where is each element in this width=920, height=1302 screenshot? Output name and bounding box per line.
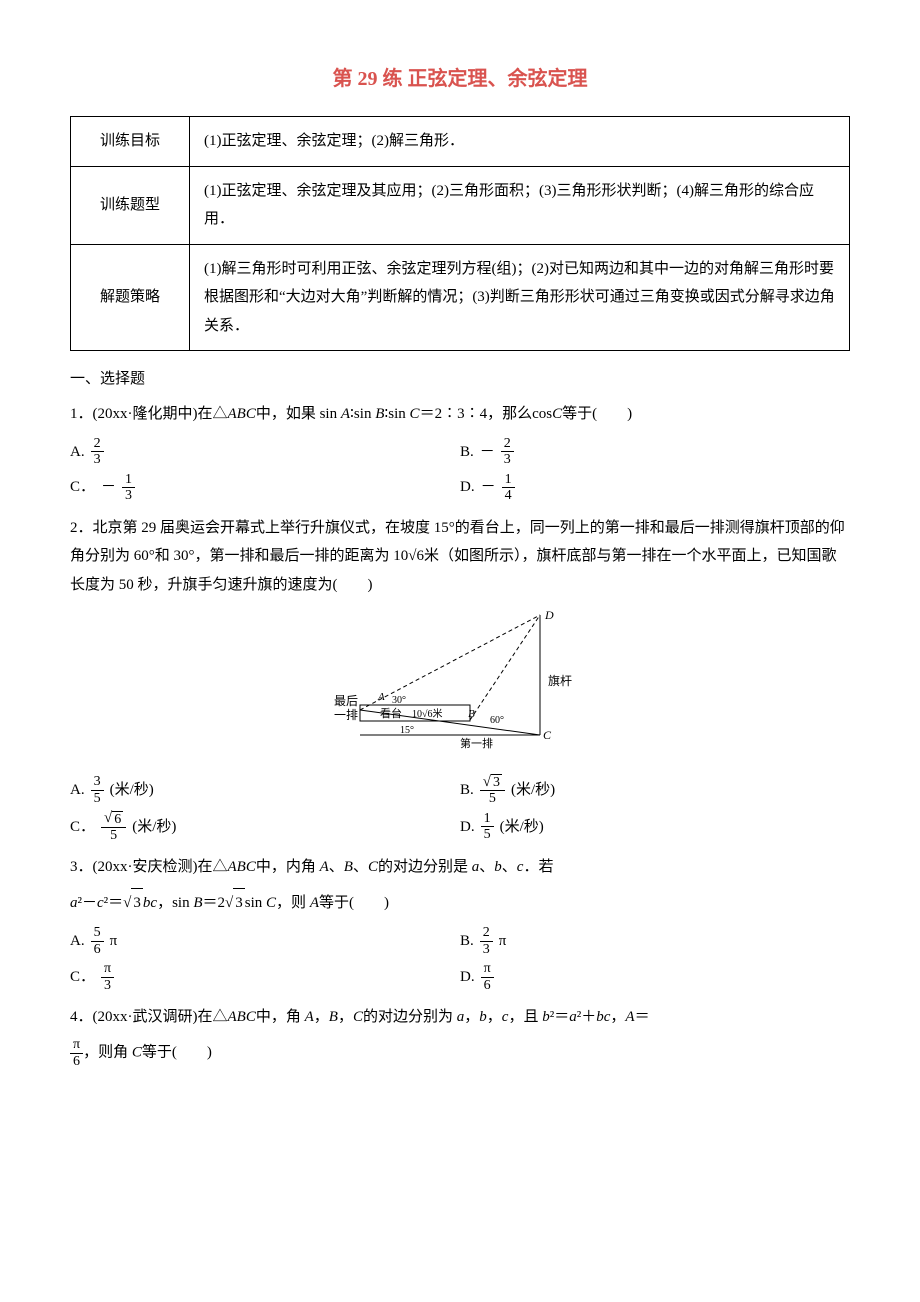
option-b: B. 23 π [460,925,850,957]
row-label: 训练题型 [71,166,190,244]
svg-text:A: A [377,691,385,703]
question-1: 1．(20xx·隆化期中)在△ABC中，如果 sin A∶sin B∶sin C… [70,400,850,429]
options-q2: A. 35 (米/秒) B. √35 (米/秒) C． √65 (米/秒) D.… [70,772,850,846]
table-row: 训练题型 (1)正弦定理、余弦定理及其应用；(2)三角形面积；(3)三角形形状判… [71,166,850,244]
option-a: A. 56 π [70,925,460,957]
row-text: (1)正弦定理、余弦定理及其应用；(2)三角形面积；(3)三角形形状判断；(4)… [190,166,850,244]
svg-text:30°: 30° [392,695,406,706]
question-3: 3．(20xx·安庆检测)在△ABC中，内角 A、B、C的对边分别是 a、b、c… [70,853,850,882]
svg-text:15°: 15° [400,725,414,736]
flag-diagram: D 旗杆 最后 一排 A 30° 看台 10√6米 B 60° 15° 第一排 … [70,605,850,766]
option-d: D. 15 (米/秒) [460,810,850,843]
question-4: 4．(20xx·武汉调研)在△ABC中，角 A，B，C的对边分别为 a，b，c，… [70,1003,850,1032]
svg-text:60°: 60° [490,715,504,726]
page-title: 第 29 练 正弦定理、余弦定理 [70,60,850,98]
svg-text:D: D [544,608,554,622]
table-row: 解题策略 (1)解三角形时可利用正弦、余弦定理列方程(组)；(2)对已知两边和其… [71,244,850,351]
svg-text:旗杆: 旗杆 [548,673,572,688]
options-q3: A. 56 π B. 23 π C． π3 D. π6 [70,923,850,995]
svg-text:第一排: 第一排 [460,736,493,750]
row-label: 解题策略 [71,244,190,351]
option-d: D. π6 [460,961,850,993]
info-table: 训练目标 (1)正弦定理、余弦定理；(2)解三角形． 训练题型 (1)正弦定理、… [70,116,850,351]
svg-text:10√6米: 10√6米 [412,707,443,720]
option-c: C． － 13 [70,472,460,504]
option-a: A. 35 (米/秒) [70,774,460,807]
option-b: B. √35 (米/秒) [460,774,850,807]
row-text: (1)正弦定理、余弦定理；(2)解三角形． [190,117,850,167]
option-a: A. 23 [70,436,460,468]
row-text: (1)解三角形时可利用正弦、余弦定理列方程(组)；(2)对已知两边和其中一边的对… [190,244,850,351]
option-c: C． √65 (米/秒) [70,810,460,843]
option-b: B. － 23 [460,436,850,468]
options-q1: A. 23 B. － 23 C． － 13 D. － 14 [70,434,850,506]
option-c: C． π3 [70,961,460,993]
svg-text:最后: 最后 [334,694,358,708]
question-4-line2: π6，则角 C等于( ) [70,1037,850,1069]
svg-text:看台: 看台 [380,706,402,720]
section-heading: 一、选择题 [70,365,850,394]
table-row: 训练目标 (1)正弦定理、余弦定理；(2)解三角形． [71,117,850,167]
row-label: 训练目标 [71,117,190,167]
option-d: D. － 14 [460,472,850,504]
svg-text:B: B [468,708,475,720]
question-2: 2．北京第 29 届奥运会开幕式上举行升旗仪式，在坡度 15°的看台上，同一列上… [70,514,850,600]
svg-text:C: C [543,728,552,742]
question-3-line2: a²－c²＝√3bc，sin B＝2√3sin C，则 A等于( ) [70,888,850,918]
svg-text:一排: 一排 [334,708,358,722]
